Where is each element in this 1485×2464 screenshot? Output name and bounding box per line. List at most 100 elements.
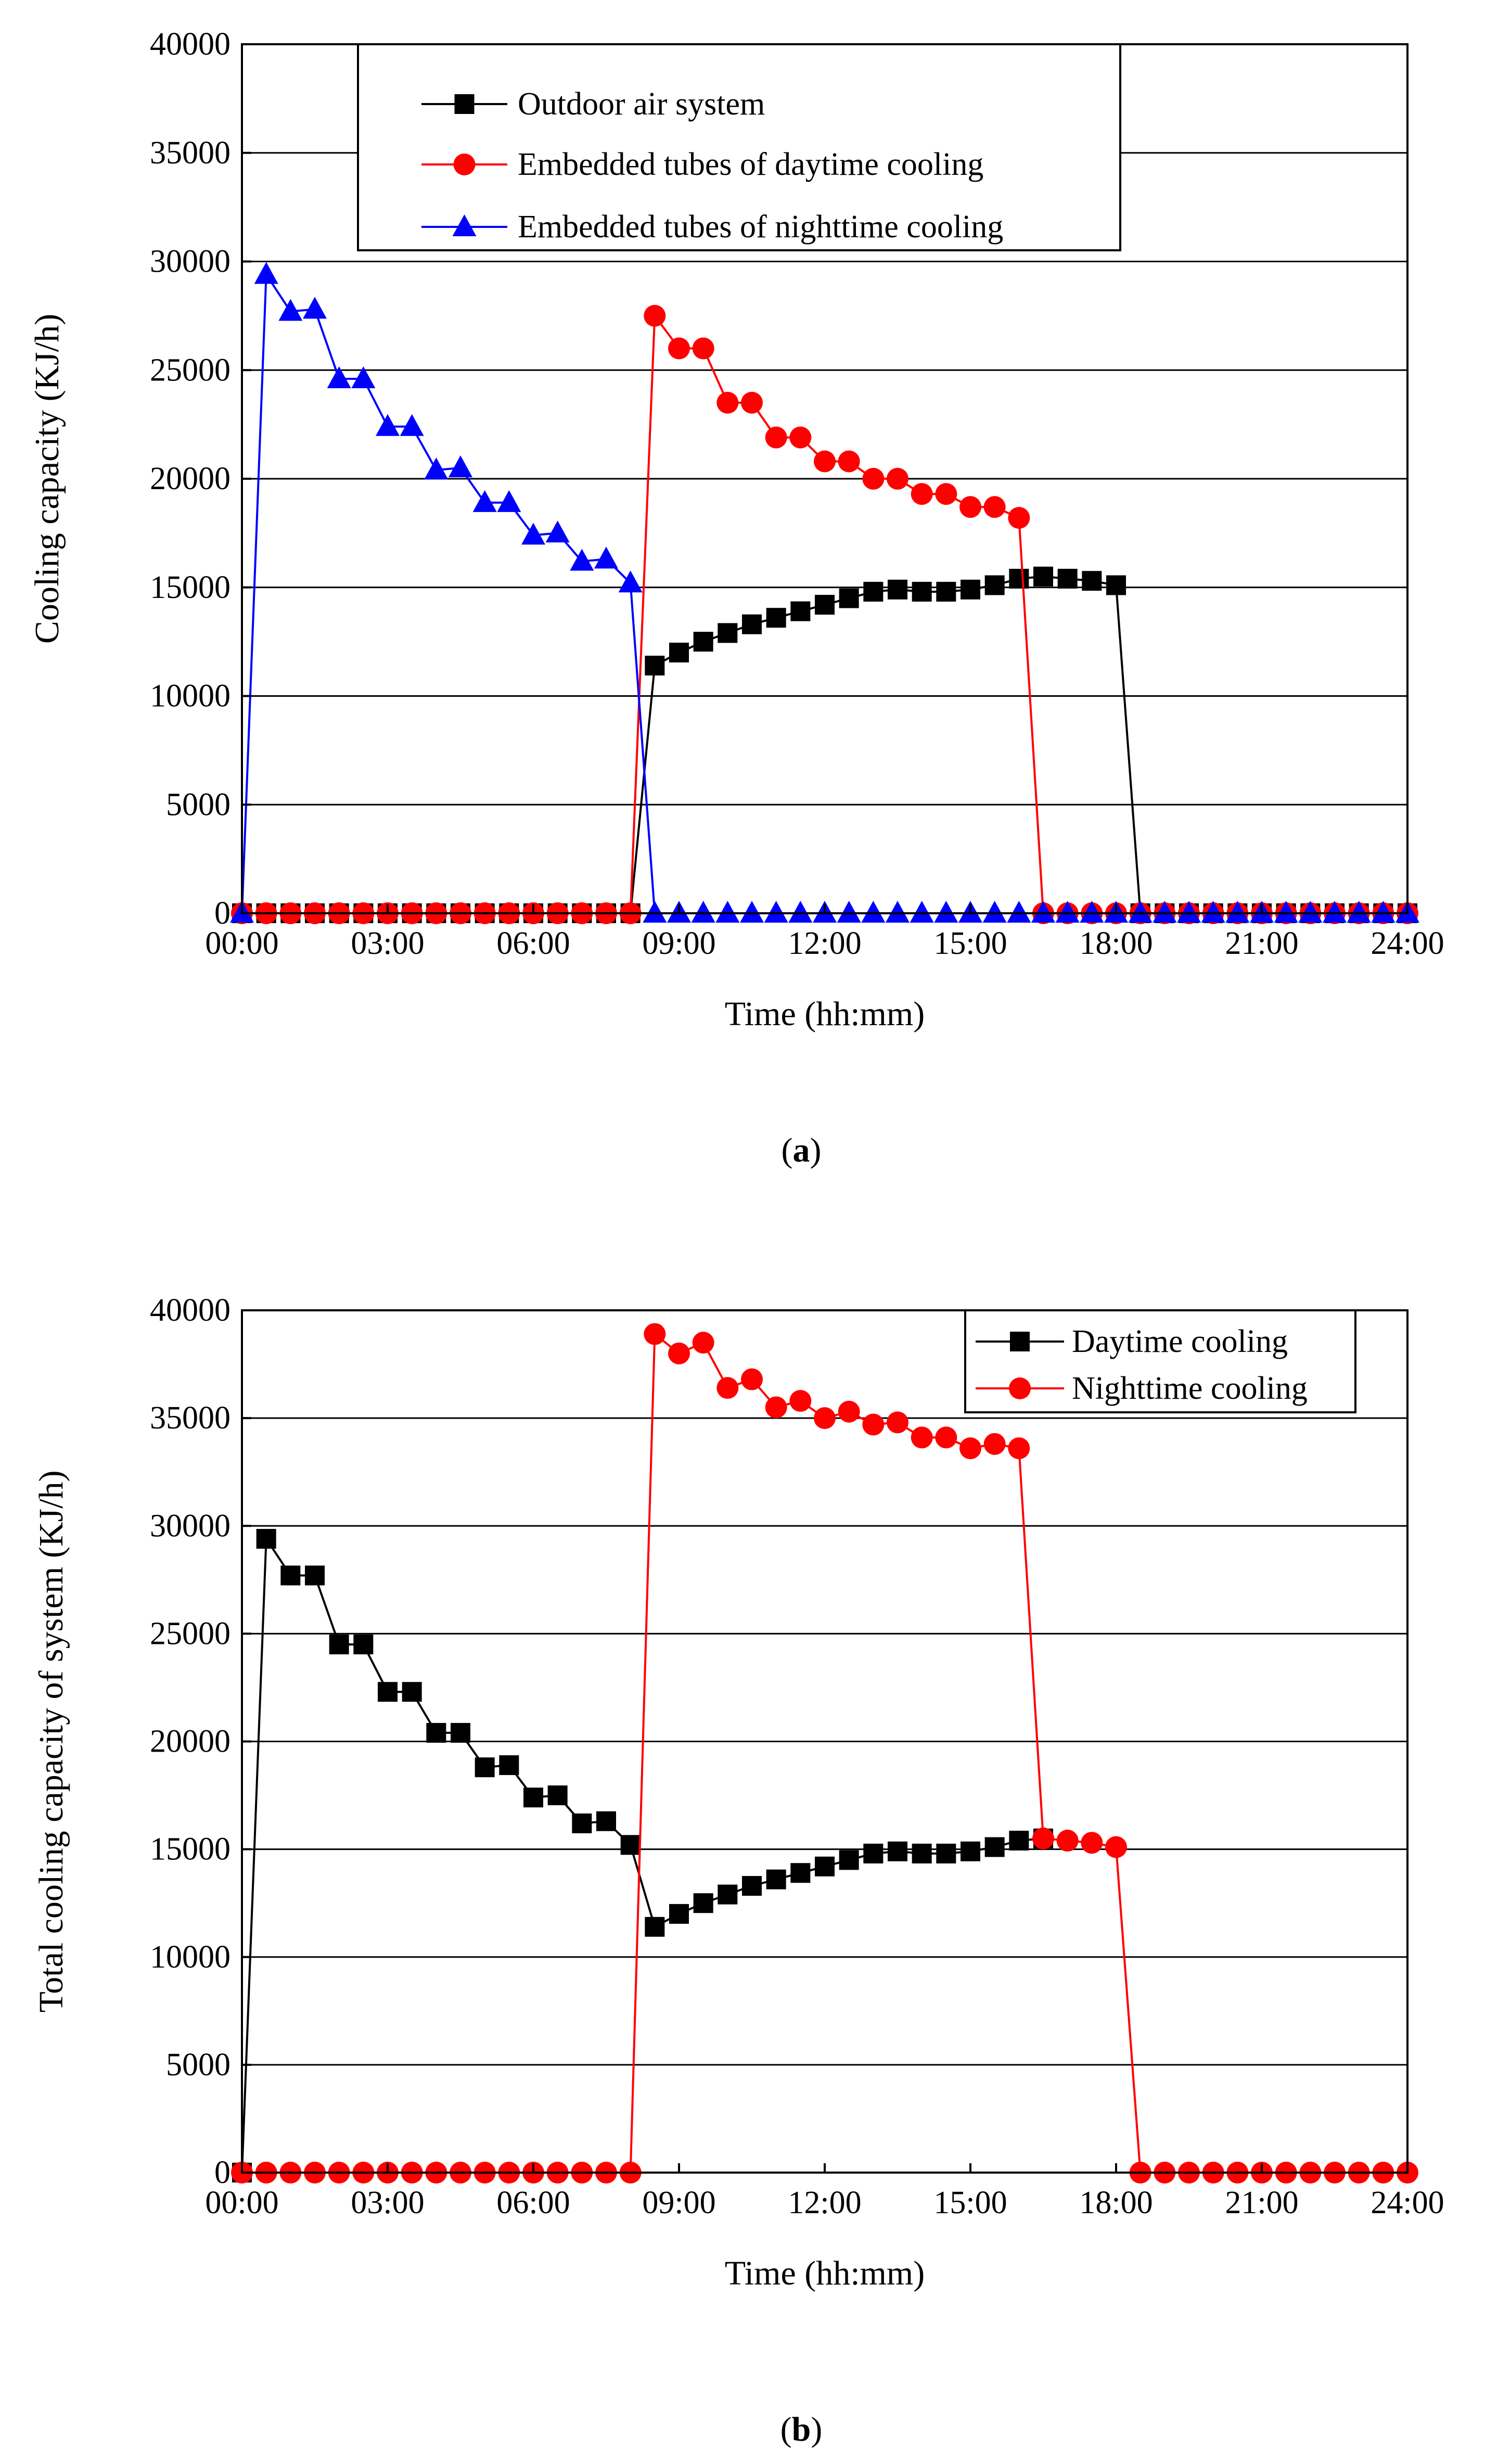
- chart-a-series-2-point: [1323, 901, 1347, 923]
- chart-a-y-tick-label: 0: [214, 896, 231, 931]
- chart-b-series-line-0: [241, 1535, 1044, 2173]
- chart-a-series-2-point: [1128, 901, 1153, 923]
- chart-a-legend-marker-1: [453, 154, 476, 175]
- chart-a-series-0-point: [645, 656, 665, 676]
- chart-a-series-2-point: [740, 901, 764, 923]
- chart-a-series-2-point: [449, 455, 472, 478]
- chart-a-legend-marker-0: [454, 94, 475, 114]
- chart-b-series-0-point: [378, 1682, 398, 1702]
- chart-b-series-1-point: [789, 1389, 812, 1412]
- chart-a-y-tick-label: 25000: [150, 352, 231, 388]
- chart-b-legend-marker-1: [1009, 1377, 1031, 1399]
- chart-b-series-1-point: [935, 1426, 957, 1449]
- chart-b-y-ticks: 0 5000 10000 15000 20000 25000 30000 35000 40000: [150, 1293, 251, 2190]
- chart-a-series-1-point: [862, 468, 885, 490]
- caption-b-id: b: [792, 2410, 811, 2448]
- chart-b-x-tick-label: 24:00: [1371, 2185, 1444, 2220]
- chart-a-y-axis-title: Cooling capacity (KJ/h): [28, 314, 66, 644]
- chart-b-series-0-point: [863, 1843, 884, 1863]
- chart-a-series-0-point: [912, 582, 932, 602]
- chart-a-series-1-point: [959, 496, 981, 518]
- chart-a-series-2-point: [472, 490, 497, 512]
- chart-a-series-1-point: [814, 450, 836, 473]
- chart-a-y-ticks: 0 5000 10000 15000 20000 25000 30000 35000 40000: [150, 27, 251, 931]
- chart-b-series-0-point: [402, 1682, 422, 1702]
- chart-a-y-tick-label: 20000: [150, 461, 231, 496]
- chart-a-series-2-point: [303, 297, 327, 319]
- chart-b-x-tick-label: 21:00: [1225, 2185, 1298, 2220]
- chart-a-series-1-point: [741, 391, 763, 414]
- chart-b-series-1-point: [765, 1396, 787, 1419]
- chart-b-series-0-point: [353, 1635, 374, 1655]
- chart-b-x-tick-label: 12:00: [788, 2185, 861, 2220]
- chart-b-legend-label-0: Daytime cooling: [1072, 1324, 1288, 1359]
- chart-a-legend-label-1: Embedded tubes of daytime cooling: [518, 147, 983, 182]
- chart-a-series-0-point: [961, 579, 980, 599]
- chart-a-series-2-point: [1080, 901, 1104, 923]
- chart-b-series-0-point: [1009, 1831, 1029, 1851]
- chart-a-legend-box: [357, 43, 1121, 251]
- chart-a-series-1-point: [1008, 507, 1030, 529]
- chart-b-series-1-point: [862, 1413, 885, 1436]
- chart-b-series-1-point: [1008, 1437, 1030, 1460]
- chart-b-series-0-point: [742, 1876, 762, 1896]
- chart-b-y-tick-label: 0: [214, 2155, 231, 2190]
- chart-b-y-axis-title: Total cooling capacity of system (KJ/h): [32, 1471, 70, 2013]
- chart-a-x-axis-title: Time (hh:mm): [725, 995, 925, 1033]
- chart-b-series-0-point: [936, 1843, 956, 1863]
- chart-b-series-0-point: [547, 1785, 568, 1806]
- chart-a-series-2-point: [764, 901, 788, 923]
- chart-b-series-0-point: [815, 1856, 835, 1876]
- chart-a-series-2-point: [837, 901, 861, 923]
- chart-b-series-0-point: [839, 1850, 859, 1870]
- chart-a-y-tick-label: 40000: [150, 27, 231, 62]
- chart-a-series-2-point: [254, 262, 278, 284]
- chart-b-y-tick-label: 25000: [150, 1616, 231, 1651]
- chart-b-series-1-point: [911, 1426, 933, 1449]
- chart-a-series-0-point: [693, 632, 713, 652]
- chart-a-series-0-point: [766, 608, 786, 628]
- chart-a-series-0-point: [1033, 566, 1053, 586]
- chart-a-series-2-point: [1153, 901, 1177, 923]
- chart-b-series-0-point: [961, 1841, 980, 1861]
- chart-a-series-0-point: [718, 623, 738, 643]
- chart-a-series-0-point: [1057, 569, 1078, 589]
- chart-b-series-1-point: [983, 1433, 1006, 1455]
- chart-b-y-tick-label: 15000: [150, 1832, 231, 1867]
- chart-a-x-tick-label: 21:00: [1225, 926, 1298, 961]
- chart-a-series-2-point: [1274, 901, 1298, 923]
- chart-b-x-tick-label: 15:00: [933, 2185, 1007, 2220]
- chart-a-series-0-point: [669, 643, 689, 662]
- chart-a-series-1-point: [716, 391, 739, 414]
- chart-a-legend-label-2: Embedded tubes of nighttime cooling: [518, 209, 1003, 245]
- chart-b-series-1-point: [814, 1407, 836, 1429]
- chart-a-series-2-point: [351, 366, 376, 388]
- chart-a-series-2-point: [1055, 901, 1080, 923]
- chart-b-y-tick-label: 10000: [150, 1939, 231, 1975]
- chart-a-series-2-point: [934, 901, 958, 923]
- chart-a-series-2-point: [715, 901, 740, 923]
- chart-a-series-2-point: [424, 457, 449, 480]
- chart-b-series-1-point: [1032, 1827, 1054, 1849]
- chart-a-y-tick-label: 15000: [150, 570, 231, 605]
- caption-a: (a): [782, 1131, 822, 1169]
- chart-a-series-2-point: [1225, 901, 1250, 923]
- chart-a-x-tick-label: 15:00: [933, 926, 1007, 961]
- chart-a-y-tick-label: 30000: [150, 244, 231, 279]
- chart-b-y-tick-label: 20000: [150, 1724, 231, 1759]
- chart-b-x-ticks: 00:00 03:00 06:00 09:00 12:00 15:00 18:00 21:00…: [205, 2163, 1444, 2220]
- chart-b-series-0-point: [572, 1813, 592, 1833]
- chart-a-x-tick-label: 09:00: [642, 926, 715, 961]
- chart-b-series-0-point: [499, 1755, 519, 1776]
- chart-a-series-2-point: [545, 520, 570, 543]
- chart-a-series-1-point: [692, 337, 714, 360]
- chart-a-series-2-point: [1007, 901, 1031, 923]
- chart-b-series-1-point: [644, 1323, 666, 1345]
- chart-b-x-tick-label: 06:00: [496, 2185, 570, 2220]
- chart-a-series-2-point: [618, 570, 643, 593]
- chart-a-x-tick-label: 18:00: [1079, 926, 1153, 961]
- chart-a-series-2-point: [570, 548, 594, 571]
- chart-a-series-2-point: [327, 366, 351, 388]
- chart-b-y-tick-label: 30000: [150, 1508, 231, 1543]
- chart-a-legend: Outdoor air system Embedded tubes of dayt…: [357, 43, 1121, 251]
